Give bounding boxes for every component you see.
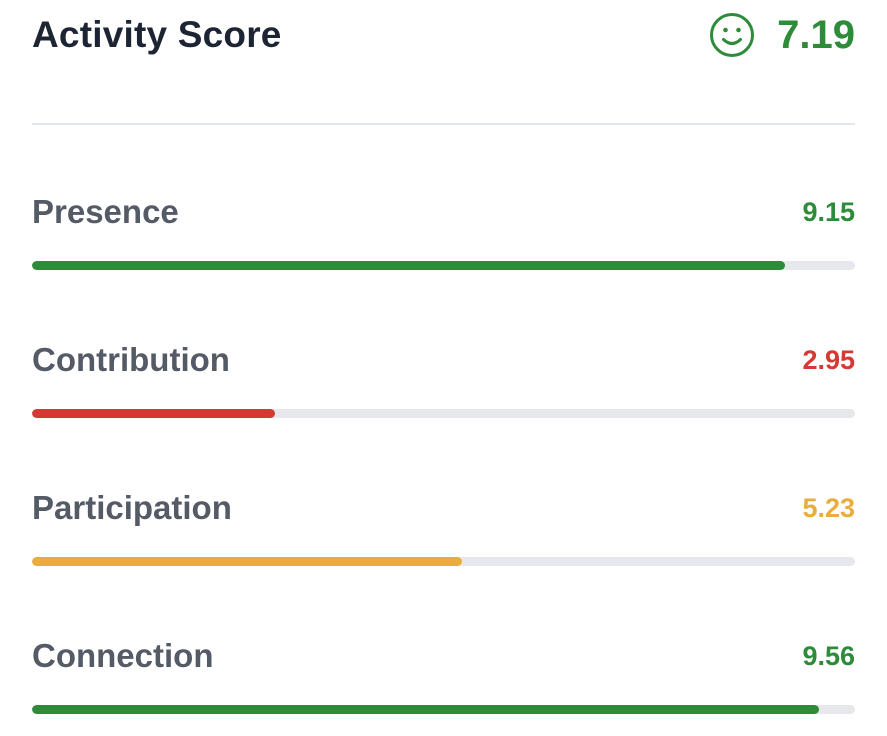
progress-track (32, 557, 855, 566)
metric-label: Presence (32, 193, 179, 230)
header-divider (32, 123, 855, 125)
metric-contribution: Contribution 2.95 (32, 340, 855, 440)
metric-label: Contribution (32, 341, 230, 378)
metric-label: Participation (32, 489, 232, 526)
smiley-face-icon (710, 13, 755, 57)
metric-presence: Presence 9.15 (32, 192, 855, 292)
progress-track (32, 261, 855, 270)
metric-value: 9.15 (802, 197, 855, 227)
metric-value: 5.23 (802, 493, 855, 523)
overall-score: 7.19 (709, 12, 855, 58)
metric-connection: Connection 9.56 (32, 636, 855, 736)
progress-fill (32, 557, 463, 566)
metric-participation: Participation 5.23 (32, 488, 855, 588)
activity-score-card: Activity Score 7.19 Presence 9.15 Contri… (32, 0, 855, 735)
metric-label: Connection (32, 637, 214, 674)
metric-value: 2.95 (802, 345, 855, 375)
progress-track (32, 409, 855, 418)
progress-fill (32, 409, 275, 418)
progress-track (32, 705, 855, 714)
progress-fill (32, 261, 786, 270)
activity-score-header: Activity Score 7.19 (32, 0, 855, 75)
card-title: Activity Score (32, 14, 282, 55)
overall-score-value: 7.19 (777, 13, 855, 57)
progress-fill (32, 705, 819, 714)
metric-value: 9.56 (802, 641, 855, 671)
